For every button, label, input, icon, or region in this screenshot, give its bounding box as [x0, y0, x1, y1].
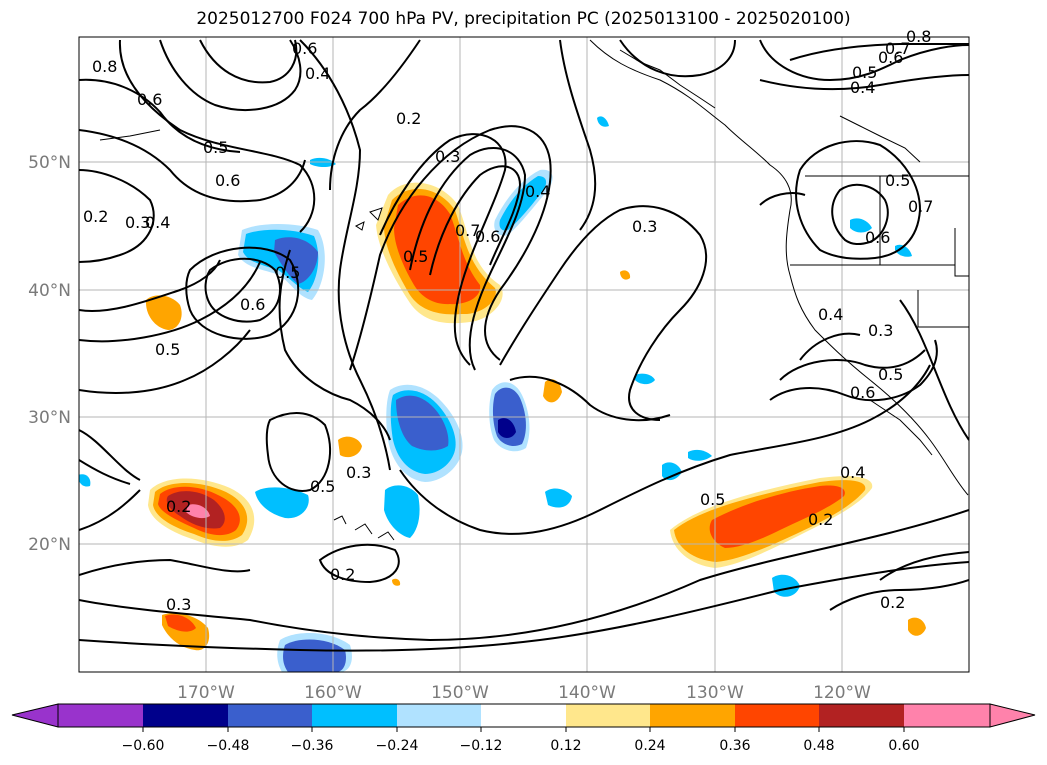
contour-label: 0.7 [908, 197, 933, 216]
map-frame [78, 36, 970, 673]
lon-label: 130°W [686, 683, 744, 703]
lat-label: 20°N [28, 535, 71, 555]
colorbar-tick: −0.60 [122, 738, 165, 754]
contour-label: 0.3 [435, 147, 460, 166]
colorbar-tick: 0.12 [550, 738, 581, 754]
contour-label: 0.4 [850, 78, 875, 97]
contour-label: 0.2 [330, 565, 355, 584]
contour-label: 0.5 [310, 477, 335, 496]
contour-label: 0.6 [137, 90, 162, 109]
contour-label: 0.3 [868, 321, 893, 340]
contour-label: 0.5 [885, 171, 910, 190]
lat-label: 40°N [28, 281, 71, 301]
lon-label: 170°W [177, 683, 235, 703]
colorbar-extend-high [989, 703, 1036, 728]
colorbar-bin [735, 704, 819, 727]
contour-labels: 0.6 0.4 0.7 0.8 0.5 0.6 0.4 0.8 0.6 0.2 … [83, 27, 933, 614]
colorbar-bin [312, 704, 397, 727]
contour-label: 0.5 [852, 63, 877, 82]
lat-label: 50°N [28, 153, 71, 173]
colorbar-bin [819, 704, 904, 727]
colorbar: −0.60 −0.48 −0.36 −0.24 −0.12 0.12 0.24 … [11, 703, 1036, 754]
colorbar-tick: −0.12 [460, 738, 503, 754]
contour-label: 0.5 [700, 490, 725, 509]
contour-label: 0.4 [840, 463, 865, 482]
colorbar-tick: −0.36 [291, 738, 334, 754]
contour-label: 0.6 [475, 227, 500, 246]
pv-contours [79, 39, 969, 652]
lon-label: 140°W [558, 683, 616, 703]
colorbar-bin [58, 704, 143, 727]
colorbar-extend-low [11, 703, 59, 728]
lon-label: 120°W [813, 683, 871, 703]
contour-label: 0.6 [292, 39, 317, 58]
contour-label: 0.3 [125, 213, 150, 232]
colorbar-tick: −0.48 [207, 738, 250, 754]
contour-label: 0.8 [92, 57, 117, 76]
colorbar-bin [650, 704, 735, 727]
contour-label: 0.2 [808, 510, 833, 529]
contour-label: 0.5 [878, 365, 903, 384]
contour-label: 0.3 [632, 217, 657, 236]
lon-label: 150°W [431, 683, 489, 703]
lat-labels: 50°N 40°N 30°N 20°N [28, 153, 71, 555]
lon-label: 160°W [304, 683, 362, 703]
contour-label: 0.6 [878, 48, 903, 67]
colorbar-bin [143, 704, 228, 727]
contour-label: 0.5 [275, 263, 300, 282]
colorbar-bin [397, 704, 481, 727]
contour-label: 0.2 [880, 593, 905, 612]
lon-labels: 170°W 160°W 150°W 140°W 130°W 120°W [177, 683, 871, 703]
colorbar-bin [228, 704, 312, 727]
contour-label: 0.6 [865, 228, 890, 247]
map-title: 2025012700 F024 700 hPa PV, precipitatio… [196, 9, 851, 29]
colorbar-bin [481, 704, 566, 727]
contour-label: 0.2 [83, 207, 108, 226]
contour-label: 0.2 [166, 497, 191, 516]
lat-label: 30°N [28, 408, 71, 428]
colorbar-bin [566, 704, 650, 727]
colorbar-tick: 0.60 [888, 738, 919, 754]
contour-label: 0.7 [885, 39, 910, 58]
colorbar-tick: 0.24 [634, 738, 665, 754]
contour-label: 0.2 [396, 109, 421, 128]
contour-label: 0.5 [203, 138, 228, 157]
colorbar-bin [904, 704, 990, 727]
colorbar-tick: 0.48 [803, 738, 834, 754]
contour-label: 0.4 [818, 305, 843, 324]
contour-label: 0.6 [240, 295, 265, 314]
contour-label: 0.4 [525, 182, 550, 201]
contour-label: 0.6 [850, 383, 875, 402]
contour-label: 0.3 [346, 463, 371, 482]
contour-label: 0.4 [305, 64, 330, 83]
colorbar-outline [57, 703, 991, 728]
contour-label: 0.6 [215, 171, 240, 190]
shading-layer [79, 116, 926, 672]
colorbar-tick: 0.36 [719, 738, 750, 754]
graticule [79, 37, 969, 672]
contour-label: 0.4 [145, 213, 170, 232]
contour-label: 0.5 [403, 247, 428, 266]
contour-label: 0.3 [166, 595, 191, 614]
colorbar-tick: −0.24 [376, 738, 419, 754]
contour-label: 0.5 [155, 340, 180, 359]
contour-label: 0.7 [455, 221, 480, 240]
